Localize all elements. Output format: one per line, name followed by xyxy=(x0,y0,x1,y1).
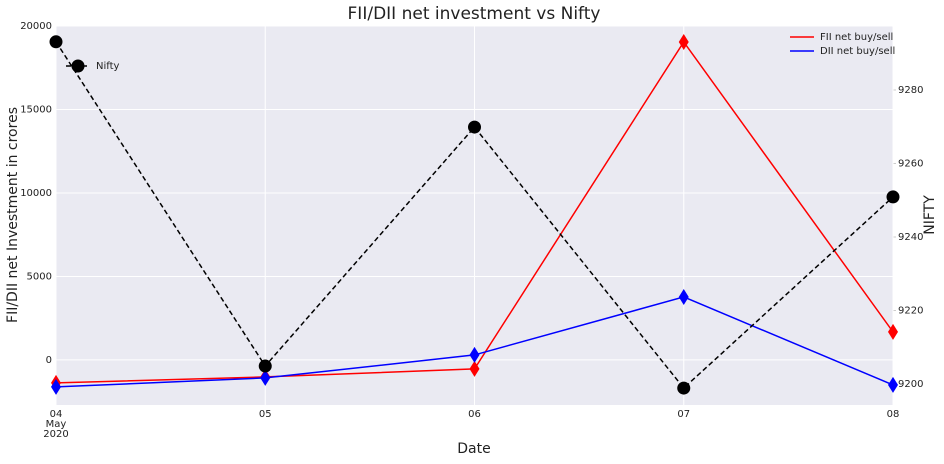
chart-title: FII/DII net investment vs Nifty xyxy=(348,4,601,24)
point xyxy=(49,35,63,49)
y2-axis-label: NIFTY xyxy=(922,195,938,235)
x-tick-label: 08 xyxy=(887,409,900,420)
x-tick-label: 05 xyxy=(259,409,272,420)
point xyxy=(468,120,481,134)
y2-tick-label: 9200 xyxy=(898,379,923,390)
point xyxy=(258,359,272,373)
point xyxy=(678,33,689,50)
x-tick-label: 07 xyxy=(677,409,690,420)
y2-tick-label: 9220 xyxy=(898,306,923,317)
point xyxy=(51,378,61,395)
point xyxy=(886,190,900,204)
point xyxy=(469,346,480,363)
series-line xyxy=(55,41,894,390)
point xyxy=(888,323,898,340)
x-tick-label: 04 xyxy=(50,409,63,420)
point xyxy=(469,360,480,377)
y2-tick-label: 9260 xyxy=(898,158,923,169)
point xyxy=(678,288,689,305)
legend-label: DII net buy/sell xyxy=(820,46,895,57)
x-year-label: 2020 xyxy=(43,429,68,440)
x-month-label: May xyxy=(46,419,67,430)
legend-label: Nifty xyxy=(96,61,120,72)
y-tick-label: 20000 xyxy=(20,21,52,32)
y2-tick-label: 9240 xyxy=(898,232,923,243)
legend-marker xyxy=(71,59,85,73)
x-tick-label: 06 xyxy=(468,409,481,420)
y-axis-label: FII/DII net Investment in crores xyxy=(5,107,21,323)
point xyxy=(260,369,271,386)
y2-tick-label: 9280 xyxy=(898,85,923,96)
y-tick-label: 0 xyxy=(46,355,52,366)
x-axis-label: Date xyxy=(457,441,490,457)
point xyxy=(677,381,691,395)
legend-label: FII net buy/sell xyxy=(820,32,893,43)
y-tick-label: 10000 xyxy=(20,188,52,199)
y-tick-label: 5000 xyxy=(27,271,52,282)
point xyxy=(888,376,898,393)
y-tick-label: 15000 xyxy=(20,104,52,115)
